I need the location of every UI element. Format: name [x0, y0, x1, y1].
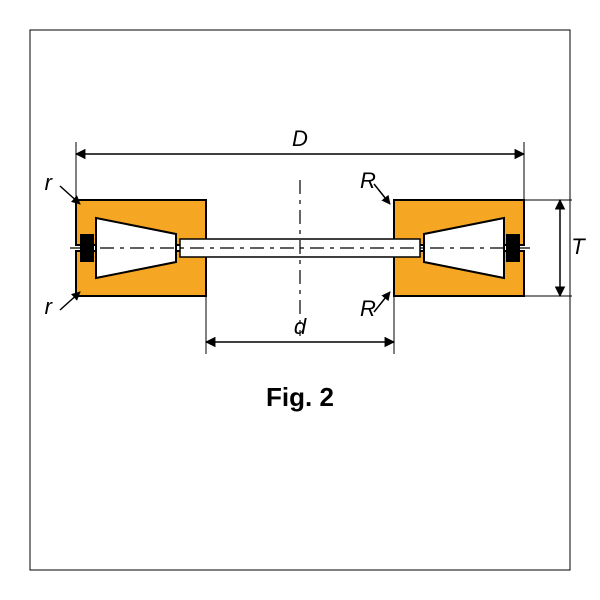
dim-T-label: T	[571, 234, 586, 259]
r-bot-label: r	[45, 294, 54, 319]
R-bot-label: R	[360, 296, 376, 321]
dim-d-label: d	[294, 314, 307, 339]
figure-caption: Fig. 2	[266, 382, 334, 412]
dim-D-label: D	[292, 126, 308, 151]
R-bot-leader	[374, 292, 390, 312]
bearing-diagram: Dd Tr r R R Fig. 2	[0, 0, 600, 600]
R-top-leader	[374, 184, 390, 204]
r-bot-leader	[60, 292, 80, 310]
r-top-leader	[60, 186, 80, 204]
R-top-label: R	[360, 168, 376, 193]
r-top-label: r	[45, 170, 54, 195]
